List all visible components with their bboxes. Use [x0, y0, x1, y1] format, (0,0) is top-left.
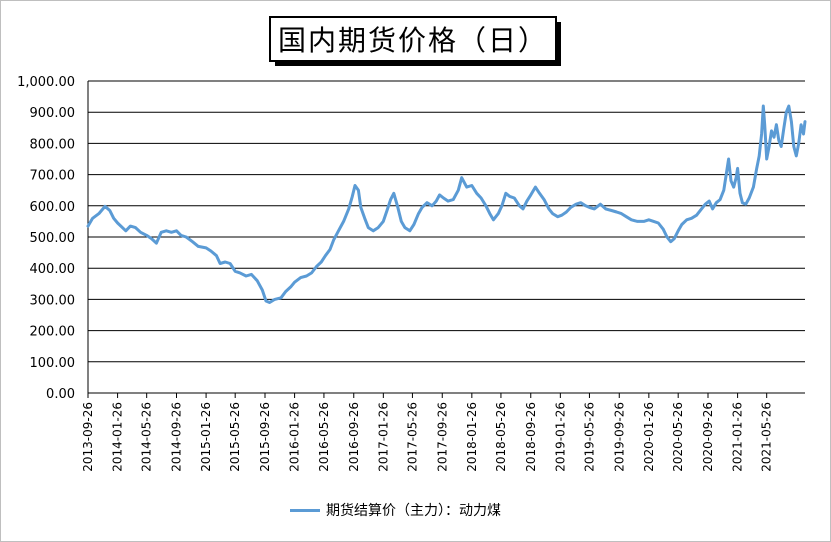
- legend: 期货结算价（主力）：动力煤: [290, 500, 501, 520]
- y-tick-label: 800.00: [30, 137, 76, 152]
- x-tick-label: 2019-05-26: [582, 402, 596, 472]
- y-tick-label: 600.00: [30, 200, 76, 215]
- y-tick-label: 0.00: [46, 387, 75, 402]
- y-tick-label: 100.00: [30, 356, 76, 371]
- y-tick-label: 200.00: [30, 325, 76, 340]
- y-tick-label: 700.00: [30, 169, 76, 184]
- x-tick-label: 2018-09-26: [524, 402, 538, 472]
- x-tick-label: 2014-01-26: [111, 402, 125, 472]
- x-tick-label: 2015-05-26: [228, 402, 242, 472]
- x-tick-label: 2020-09-26: [701, 402, 715, 472]
- x-tick-label: 2017-09-26: [435, 402, 449, 472]
- x-tick-label: 2014-05-26: [140, 402, 154, 472]
- x-tick-label: 2021-01-26: [731, 402, 745, 472]
- legend-label: 期货结算价（主力）：动力煤: [326, 503, 501, 519]
- x-tick-label: 2019-09-26: [612, 402, 626, 472]
- x-tick-label: 2017-01-26: [376, 402, 390, 472]
- x-tick-label: 2017-05-26: [405, 402, 419, 472]
- y-tick-label: 500.00: [30, 231, 76, 246]
- x-tick-label: 2020-05-26: [671, 402, 685, 472]
- y-tick-label: 400.00: [30, 262, 76, 277]
- x-tick-label: 2016-05-26: [317, 402, 331, 472]
- x-tick-label: 2014-09-26: [170, 402, 184, 472]
- series-line: [86, 104, 807, 304]
- x-tick-label: 2013-09-26: [81, 402, 95, 472]
- x-tick-label: 2016-09-26: [347, 402, 361, 472]
- x-tick-label: 2021-05-26: [760, 402, 774, 472]
- chart-title: 国内期货价格（日）: [277, 24, 548, 57]
- legend-line-swatch: [290, 508, 320, 512]
- x-tick-label: 2015-01-26: [199, 402, 213, 472]
- title-box: 国内期货价格（日）: [269, 16, 557, 62]
- x-tick-label: 2018-01-26: [465, 402, 479, 472]
- y-tick-label: 900.00: [30, 106, 76, 121]
- x-tick-label: 2015-09-26: [258, 402, 272, 472]
- x-tick-label: 2019-01-26: [553, 402, 567, 472]
- x-tick-label: 2016-01-26: [288, 402, 302, 472]
- x-tick-label: 2018-05-26: [494, 402, 508, 472]
- x-tick-label: 2020-01-26: [642, 402, 656, 472]
- y-tick-label: 1,000.00: [17, 75, 75, 90]
- y-tick-label: 300.00: [30, 293, 76, 308]
